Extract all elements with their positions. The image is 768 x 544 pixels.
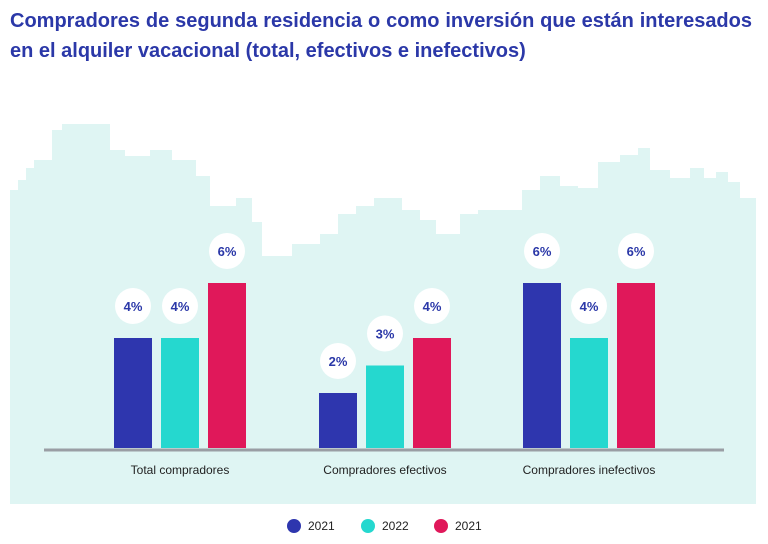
- bar-1-series-1: [114, 338, 152, 448]
- value-label: 6%: [627, 244, 646, 259]
- value-label-bubble: [367, 315, 403, 352]
- bar-1-series-3: [208, 283, 246, 448]
- value-label: 6%: [218, 244, 237, 259]
- value-label-bubble: [571, 288, 607, 324]
- x-tick-label: Compradores inefectivos: [523, 463, 656, 477]
- value-label: 4%: [423, 299, 442, 314]
- legend-swatch: [287, 519, 301, 533]
- value-label: 4%: [124, 299, 143, 314]
- value-label: 2%: [329, 354, 348, 369]
- x-tick-label: Compradores efectivos: [323, 463, 446, 477]
- value-label: 4%: [580, 299, 599, 314]
- legend-label: 2021: [455, 519, 482, 533]
- value-label: 3%: [376, 327, 395, 342]
- value-label-bubble: [209, 233, 245, 269]
- bar-1-series-2: [161, 338, 199, 448]
- bar-2-series-1: [319, 393, 357, 448]
- legend-swatch: [434, 519, 448, 533]
- value-label-bubble: [414, 288, 450, 324]
- bar-3-series-2: [570, 338, 608, 448]
- x-tick-label: Total compradores: [131, 463, 230, 477]
- value-label-bubble: [320, 343, 356, 379]
- bar-2-series-2: [366, 365, 404, 448]
- bar-3-series-3: [617, 283, 655, 448]
- bar-3-series-1: [523, 283, 561, 448]
- value-label-bubble: [618, 233, 654, 269]
- chart-title: Compradores de segunda residencia o como…: [10, 10, 752, 62]
- value-label-bubble: [524, 233, 560, 269]
- value-label-bubble: [115, 288, 151, 324]
- bar-2-series-3: [413, 338, 451, 448]
- legend-label: 2022: [382, 519, 409, 533]
- value-label: 4%: [171, 299, 190, 314]
- legend-label: 2021: [308, 519, 335, 533]
- value-label-bubble: [162, 288, 198, 324]
- value-label: 6%: [533, 244, 552, 259]
- legend-swatch: [361, 519, 375, 533]
